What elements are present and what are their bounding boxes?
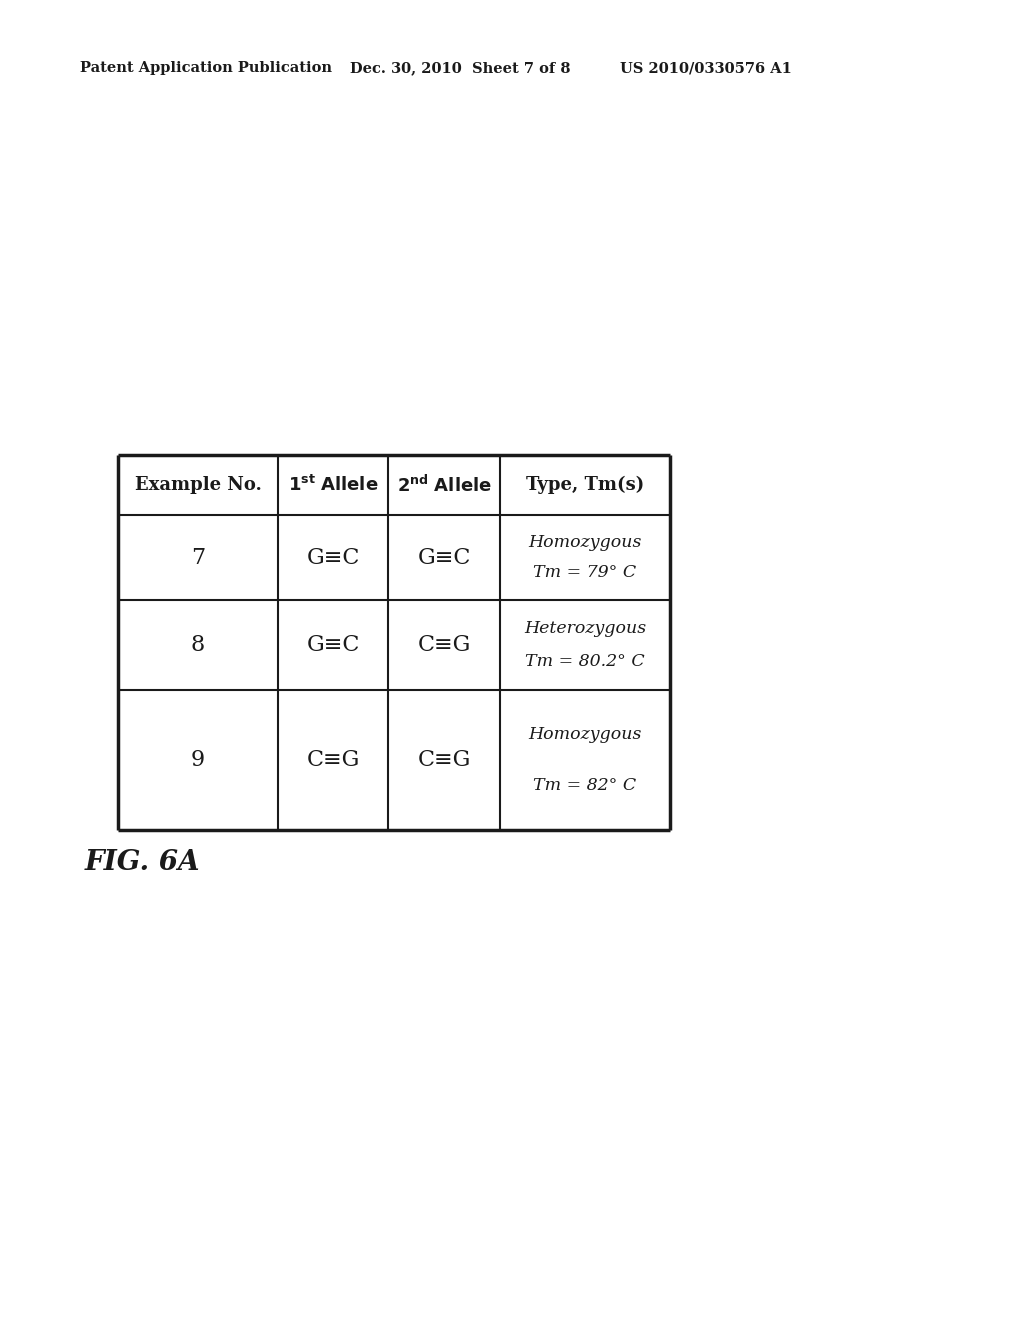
Text: G≡C: G≡C xyxy=(418,546,471,569)
Text: $\mathbf{1}^{\mathbf{st}}$ $\mathbf{Allele}$: $\mathbf{1}^{\mathbf{st}}$ $\mathbf{Alle… xyxy=(288,475,378,495)
Text: $\mathbf{2}^{\mathbf{nd}}$ $\mathbf{Allele}$: $\mathbf{2}^{\mathbf{nd}}$ $\mathbf{Alle… xyxy=(396,474,492,495)
Text: 7: 7 xyxy=(190,546,205,569)
Text: US 2010/0330576 A1: US 2010/0330576 A1 xyxy=(620,61,792,75)
Text: Example No.: Example No. xyxy=(134,477,261,494)
Text: C≡G: C≡G xyxy=(306,748,359,771)
Text: Heterozygous: Heterozygous xyxy=(524,620,646,638)
Text: G≡C: G≡C xyxy=(306,634,359,656)
Text: Tm = 79° C: Tm = 79° C xyxy=(534,565,637,581)
Text: Tm = 82° C: Tm = 82° C xyxy=(534,776,637,793)
Text: Patent Application Publication: Patent Application Publication xyxy=(80,61,332,75)
Text: 9: 9 xyxy=(190,748,205,771)
Text: FIG. 6A: FIG. 6A xyxy=(85,849,201,875)
Text: Type, Tm(s): Type, Tm(s) xyxy=(526,477,644,494)
Text: Homozygous: Homozygous xyxy=(528,726,642,743)
Text: C≡G: C≡G xyxy=(418,748,471,771)
Text: Dec. 30, 2010  Sheet 7 of 8: Dec. 30, 2010 Sheet 7 of 8 xyxy=(350,61,570,75)
Text: Homozygous: Homozygous xyxy=(528,533,642,550)
Text: Tm = 80.2° C: Tm = 80.2° C xyxy=(525,652,645,669)
Text: 8: 8 xyxy=(190,634,205,656)
Text: C≡G: C≡G xyxy=(418,634,471,656)
Text: G≡C: G≡C xyxy=(306,546,359,569)
